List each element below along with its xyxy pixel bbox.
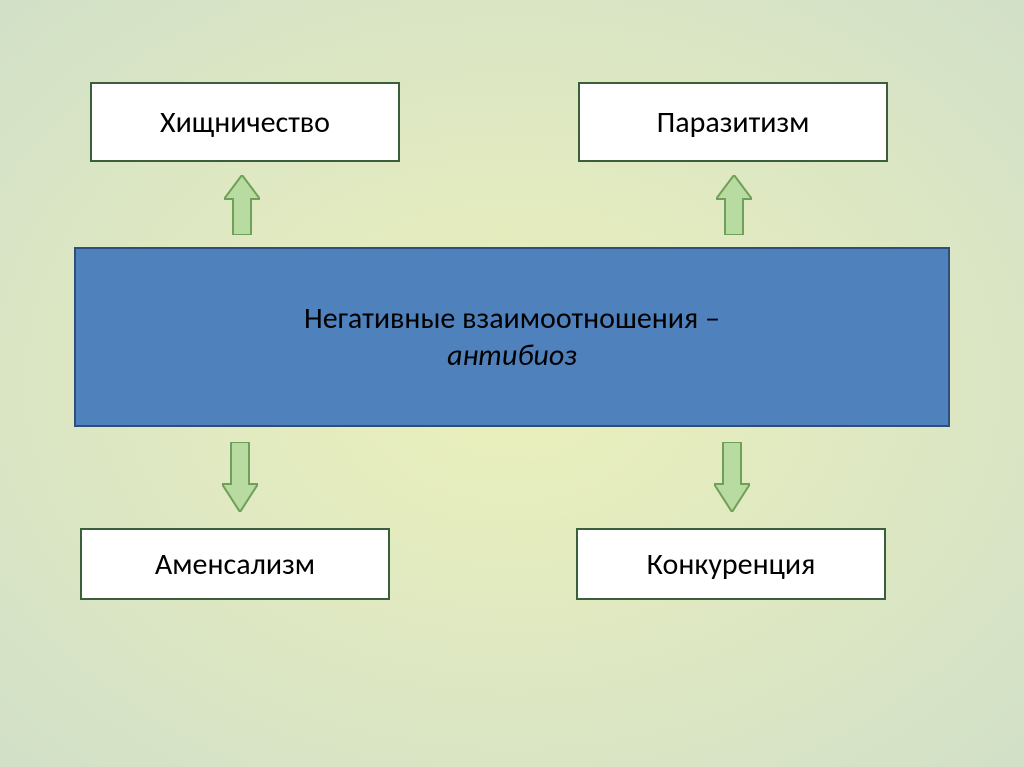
arrow-up-icon xyxy=(224,175,260,235)
diagram: Хищничество Паразитизм Аменсализм Конкур… xyxy=(0,0,1024,767)
center-line2: антибиоз xyxy=(447,337,577,374)
node-predation: Хищничество xyxy=(90,82,400,162)
node-parasitism: Паразитизм xyxy=(578,82,888,162)
center-line1: Негативные взаимоотношения – xyxy=(304,300,720,337)
node-label: Конкуренция xyxy=(647,546,816,583)
center-node: Негативные взаимоотношения – антибиоз xyxy=(74,247,950,427)
arrow-down-icon xyxy=(714,442,750,512)
node-label: Хищничество xyxy=(160,104,330,141)
node-label: Паразитизм xyxy=(657,104,810,141)
node-competition: Конкуренция xyxy=(576,528,886,600)
node-amensalism: Аменсализм xyxy=(80,528,390,600)
arrow-down-icon xyxy=(222,442,258,512)
arrow-up-icon xyxy=(716,175,752,235)
node-label: Аменсализм xyxy=(155,546,315,583)
